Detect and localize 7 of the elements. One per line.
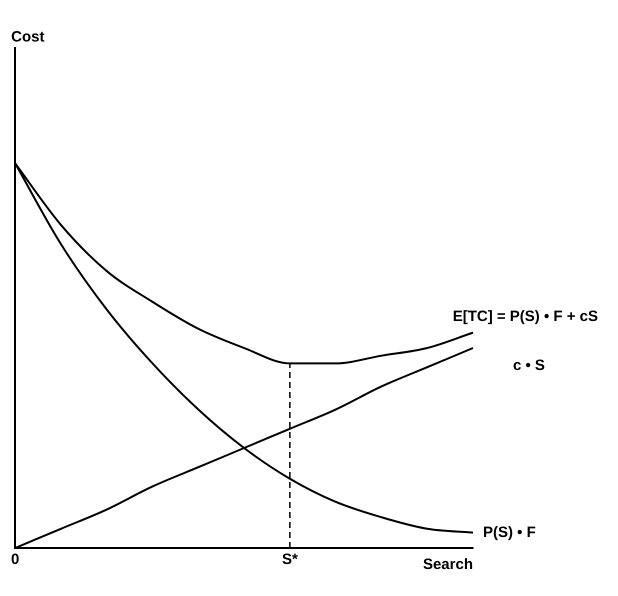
x-tick-label: S* — [282, 551, 298, 568]
text: Cost — [11, 28, 45, 46]
series-label: E[TC] = P(S) • F + cS — [452, 308, 598, 325]
series-label: P(S) • F — [483, 524, 536, 541]
text: c • S — [513, 357, 545, 374]
x-axis-title: Search — [422, 556, 473, 574]
x-tick-label: 0 — [11, 551, 20, 568]
